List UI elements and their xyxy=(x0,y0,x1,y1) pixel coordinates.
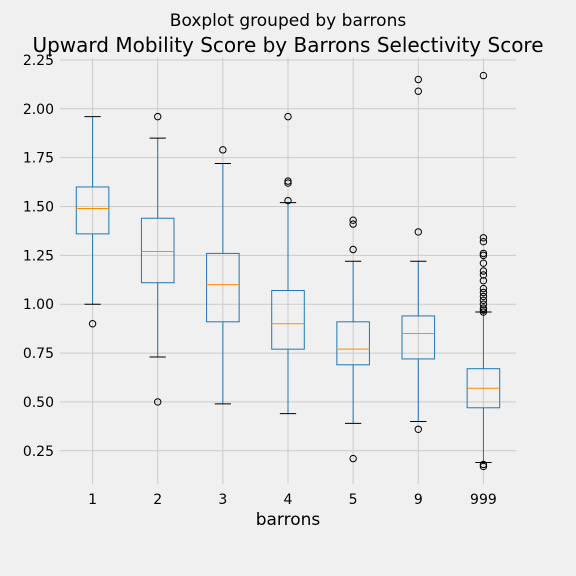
outlier-point xyxy=(414,75,422,84)
outlier-point xyxy=(479,277,488,285)
box-3 xyxy=(206,146,240,405)
box-4 xyxy=(271,112,305,415)
x-tick-label: 5 xyxy=(349,492,358,508)
outlier-point xyxy=(479,267,488,275)
outlier-point xyxy=(479,271,488,279)
outlier-point xyxy=(154,398,162,406)
y-tick-label: 1.00 xyxy=(23,297,54,313)
outlier-point xyxy=(349,245,357,254)
x-tick-label: 4 xyxy=(284,492,293,508)
box-2 xyxy=(140,112,175,406)
y-tick-label: 0.75 xyxy=(23,346,54,362)
boxes xyxy=(75,71,501,471)
iqr-box xyxy=(401,315,436,360)
outlier-point xyxy=(284,177,292,185)
box-1 xyxy=(75,116,110,328)
outlier-point xyxy=(479,460,488,469)
iqr-box xyxy=(271,290,305,350)
y-tick-label: 2.00 xyxy=(23,102,54,118)
box-999 xyxy=(466,71,501,471)
outlier-point xyxy=(349,220,357,228)
x-tick-label: 1 xyxy=(88,492,97,508)
x-tick-label: 999 xyxy=(470,492,497,508)
box-5 xyxy=(336,216,370,463)
y-tick-label: 0.50 xyxy=(23,395,54,411)
outlier-point xyxy=(479,304,488,312)
outlier-point xyxy=(414,425,422,433)
y-tick-label: 0.25 xyxy=(23,444,54,460)
outlier-point xyxy=(479,71,488,80)
outlier-point xyxy=(154,112,162,121)
outlier-point xyxy=(479,308,488,316)
x-tick-label: 3 xyxy=(218,492,227,508)
outlier-point xyxy=(349,216,357,224)
outlier-point xyxy=(479,237,488,246)
outlier-point xyxy=(284,196,292,205)
y-tick-label: 2.25 xyxy=(23,53,54,69)
outlier-point xyxy=(479,300,488,308)
outlier-point xyxy=(284,112,292,121)
outlier-point xyxy=(479,292,488,301)
y-tick-label: 1.50 xyxy=(23,200,54,216)
outlier-point xyxy=(479,251,488,260)
x-tick-labels: 1 2 3 4 5 9 999 xyxy=(88,492,497,508)
iqr-box xyxy=(206,252,240,323)
outlier-point xyxy=(479,288,488,297)
outlier-point xyxy=(479,249,488,258)
y-tick-labels: 0.25 0.50 0.75 1.00 1.25 1.50 1.75 2.00 2.25 xyxy=(23,53,54,460)
chart-title: Upward Mobility Score by Barrons Selecti… xyxy=(32,33,543,57)
outlier-point xyxy=(479,306,488,314)
y-tick-label: 1.75 xyxy=(23,151,54,167)
x-tick-label: 9 xyxy=(414,492,423,508)
x-tick-label: 2 xyxy=(153,492,162,508)
outlier-point xyxy=(414,87,422,95)
outlier-point xyxy=(479,284,488,293)
outlier-point xyxy=(479,259,488,267)
outlier-point xyxy=(284,179,292,187)
iqr-box xyxy=(140,217,175,284)
iqr-box xyxy=(336,321,370,366)
box-9 xyxy=(401,75,436,433)
y-tick-label: 1.25 xyxy=(23,248,54,264)
chart-suptitle: Boxplot grouped by barrons xyxy=(170,11,407,31)
iqr-box xyxy=(75,186,110,235)
outlier-point xyxy=(479,296,488,305)
outlier-point xyxy=(414,228,422,236)
outlier-point xyxy=(349,454,357,463)
outlier-point xyxy=(479,462,488,471)
outlier-point xyxy=(479,234,488,242)
x-axis-label: barrons xyxy=(256,510,321,530)
outlier-point xyxy=(88,320,97,328)
outlier-point xyxy=(219,146,227,154)
